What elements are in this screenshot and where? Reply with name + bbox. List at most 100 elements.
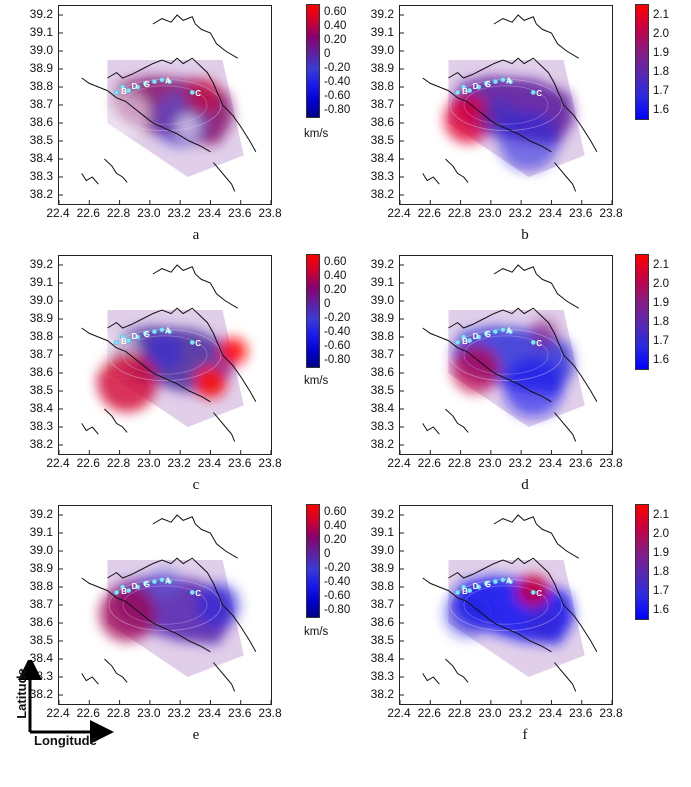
x-tick-label: 22.4 xyxy=(46,456,70,470)
contour-line xyxy=(463,85,549,125)
y-tick-label: 39.1 xyxy=(29,275,53,289)
x-tick-label: 22.4 xyxy=(46,706,70,720)
map-panel-a: 39.2 39.1 39.0 38.9 38.8 38.7 38.6 38.5 38.4 38.3… xyxy=(0,0,350,250)
colorbar-tick-label: 0.20 xyxy=(324,534,347,547)
station-marker xyxy=(120,334,126,340)
x-tick-label: 23.6 xyxy=(569,706,593,720)
station-label: B xyxy=(121,337,127,346)
map-svg: BD G A C xyxy=(400,14,612,204)
station-label: A xyxy=(165,326,171,335)
map-svg: BD G A C xyxy=(59,264,271,454)
y-tick-label: 39.2 xyxy=(370,507,394,521)
x-tick-label: 23.0 xyxy=(137,456,161,470)
colorbar-tick-label: 1.6 xyxy=(653,354,669,367)
coastline xyxy=(213,412,236,442)
panel-label: a xyxy=(192,227,200,243)
colorbar-tick-label: -0.60 xyxy=(324,340,351,353)
coastline xyxy=(104,658,128,683)
y-tick-label: 38.7 xyxy=(370,597,394,611)
y-tick-label: 38.2 xyxy=(370,687,394,701)
station-label: D xyxy=(132,332,138,341)
colorbar-tick-label: 0.60 xyxy=(324,506,347,519)
station-label: B xyxy=(121,87,127,96)
station-marker xyxy=(467,588,473,594)
station-marker xyxy=(492,579,498,585)
coastline xyxy=(152,514,238,559)
y-tick-label: 38.2 xyxy=(29,687,53,701)
coastline xyxy=(152,264,238,309)
station-marker xyxy=(530,339,536,345)
coastline xyxy=(81,673,99,685)
station-marker xyxy=(507,579,514,585)
station-marker xyxy=(135,84,141,90)
anomaly-field xyxy=(444,574,575,645)
station-label: A xyxy=(165,76,171,85)
station-marker xyxy=(189,339,195,345)
colorbar-tick-label: -0.80 xyxy=(324,104,351,117)
x-tick-label: 22.4 xyxy=(46,206,70,220)
y-tick-label: 38.5 xyxy=(29,383,53,397)
x-tick-label: 23.0 xyxy=(478,206,502,220)
y-tick-label: 38.3 xyxy=(370,419,394,433)
station-label: D xyxy=(132,582,138,591)
station-marker xyxy=(135,334,141,340)
colorbar-tick-label: 2.0 xyxy=(653,28,669,41)
coastline xyxy=(445,158,469,183)
station-label: D xyxy=(132,82,138,91)
station-marker xyxy=(500,327,506,333)
colorbar-tick-label: 1.9 xyxy=(653,47,669,60)
station-marker xyxy=(500,577,506,583)
map-svg: BD G A C xyxy=(400,514,612,704)
colorbar-tick-label: 0.40 xyxy=(324,20,347,33)
colorbar-tick-label: 1.8 xyxy=(653,316,669,329)
contour-line xyxy=(108,329,222,382)
coastline xyxy=(104,158,128,183)
ratio-colorbar xyxy=(635,504,649,620)
y-tick-label: 38.3 xyxy=(29,419,53,433)
coastline xyxy=(445,408,469,433)
y-tick-label: 38.4 xyxy=(370,151,394,165)
colorbar-tick-label: 2.0 xyxy=(653,528,669,541)
coastline xyxy=(554,662,577,692)
y-tick-label: 39.1 xyxy=(370,25,394,39)
velocity-colorbar xyxy=(306,504,320,618)
coastline xyxy=(448,557,598,653)
x-tick-label: 23.4 xyxy=(538,456,563,470)
station-marker xyxy=(500,77,506,83)
map-panel-d: 39.2 39.1 39.0 38.9 38.8 38.7 38.6 38.5 38.4 38.3… xyxy=(341,250,681,500)
y-tick-label: 38.2 xyxy=(370,187,394,201)
station-marker xyxy=(483,80,489,86)
map-panel-c: 39.2 39.1 39.0 38.9 38.8 38.7 38.6 38.5 38.4 38.3… xyxy=(0,250,350,500)
y-tick-label: 38.4 xyxy=(29,401,53,415)
y-tick-label: 38.9 xyxy=(29,311,53,325)
coastline xyxy=(493,514,579,559)
coastline xyxy=(213,162,236,192)
colorbar-tick-label: -0.60 xyxy=(324,590,351,603)
colorbar-tick-label: -0.40 xyxy=(324,576,351,589)
y-tick-label: 38.9 xyxy=(370,61,394,75)
y-tick-label: 39.2 xyxy=(29,507,53,521)
x-tick-label: 22.8 xyxy=(106,206,131,220)
y-tick-label: 39.0 xyxy=(29,293,53,307)
x-tick-label: 23.4 xyxy=(197,206,222,220)
y-tick-label: 39.1 xyxy=(29,525,53,539)
coastline xyxy=(152,14,238,59)
y-tick-label: 39.1 xyxy=(29,25,53,39)
coastline xyxy=(104,408,128,433)
anomaly-field xyxy=(99,567,240,645)
coastline xyxy=(422,673,440,685)
colorbar-tick-label: 0 xyxy=(324,298,331,311)
x-tick-label: 22.8 xyxy=(447,206,472,220)
panel-label: f xyxy=(522,727,528,743)
x-tick-label: 22.8 xyxy=(106,706,131,720)
x-tick-label: 23.6 xyxy=(569,206,593,220)
y-tick-label: 38.9 xyxy=(29,61,53,75)
x-tick-label: 22.8 xyxy=(106,456,131,470)
map-panel-b: 39.2 39.1 39.0 38.9 38.8 38.7 38.6 38.5 38.4 38.3… xyxy=(341,0,681,250)
station-label: A xyxy=(506,326,512,335)
station-label: A xyxy=(165,576,171,585)
colorbar-tick-label: 0.20 xyxy=(324,34,347,47)
colorbar-tick-label: 1.7 xyxy=(653,585,669,598)
station-label: G xyxy=(485,580,491,589)
colorbar-tick-label: 1.6 xyxy=(653,104,669,117)
